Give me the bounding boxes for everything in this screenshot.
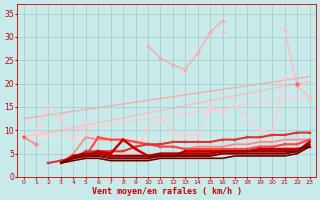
X-axis label: Vent moyen/en rafales ( km/h ): Vent moyen/en rafales ( km/h ) bbox=[92, 187, 242, 196]
